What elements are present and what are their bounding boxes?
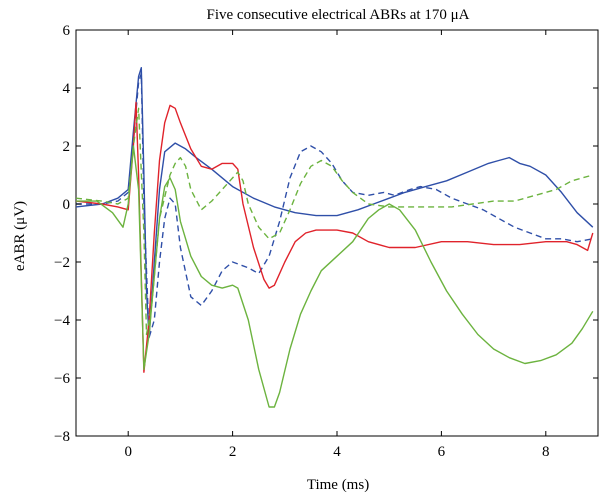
y-tick-label: −4: [54, 313, 70, 329]
y-axis-label: eABR (μV): [12, 201, 28, 271]
series-line-3: [75, 101, 594, 373]
y-tick-label: 4: [63, 81, 71, 97]
x-axis-ticks: 0 2 4 6 8: [124, 30, 550, 460]
series-line-2: [76, 72, 593, 339]
y-tick-label: −8: [54, 429, 70, 445]
y-tick-label: −6: [54, 371, 70, 387]
series-line-1: [75, 67, 594, 339]
series-line-5: [76, 145, 594, 408]
y-axis-ticks: −8 −6 −4 −2 0 2 4 6: [54, 23, 598, 445]
y-tick-label: 2: [63, 139, 71, 155]
x-tick-label: 0: [124, 444, 132, 460]
y-tick-label: 0: [63, 197, 71, 213]
y-tick-label: 6: [63, 23, 71, 39]
chart-title: Five consecutive electrical ABRs at 170 …: [207, 7, 470, 23]
series-line-4: [75, 107, 593, 336]
x-tick-label: 6: [438, 444, 446, 460]
x-axis-label: Time (ms): [307, 477, 369, 493]
x-tick-label: 8: [542, 444, 550, 460]
series-layer: [75, 67, 594, 408]
x-tick-label: 4: [333, 444, 341, 460]
x-tick-label: 2: [229, 444, 237, 460]
y-tick-label: −2: [54, 255, 70, 271]
